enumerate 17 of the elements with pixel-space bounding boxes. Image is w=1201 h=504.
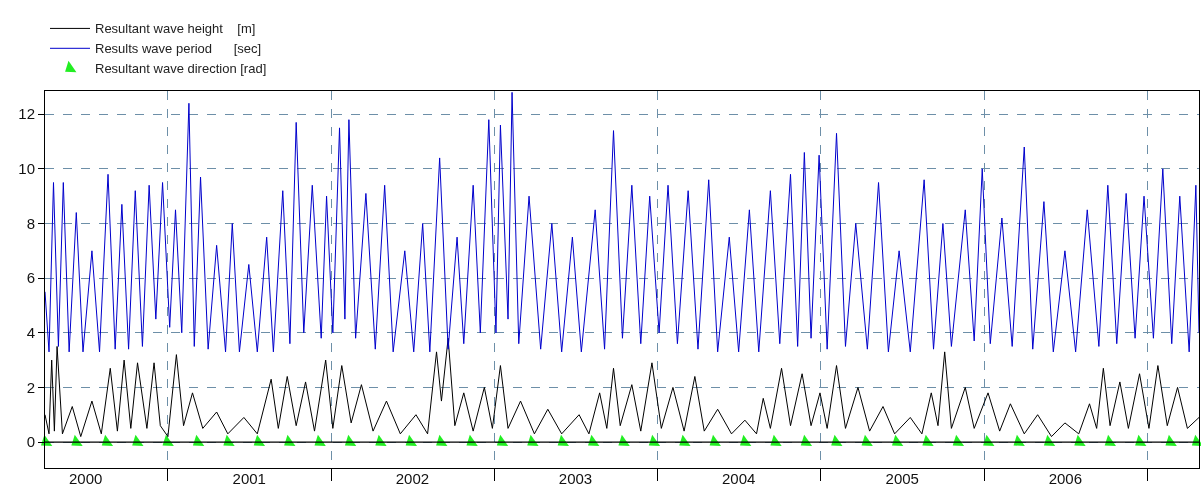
y-tick-label: 2 (26, 378, 35, 396)
y-tick-label: 0 (26, 433, 35, 451)
y-tick-label: 10 (18, 160, 35, 178)
x-tick-label: 2001 (232, 470, 266, 487)
x-tick-label: 2002 (395, 470, 430, 487)
x-tick-label: 2003 (558, 470, 593, 487)
y-tick-label: 4 (26, 324, 35, 342)
legend-label: Results wave period [sec] (95, 41, 262, 57)
y-tick-label: 12 (18, 105, 35, 123)
x-tick-label: 2005 (885, 470, 919, 487)
y-tick-label: 6 (26, 269, 35, 287)
x-tick-label: 2004 (721, 470, 756, 487)
legend-label: Resultant wave direction [rad] (95, 61, 267, 77)
legend-label: Resultant wave height [m] (95, 21, 256, 37)
y-tick-label: 8 (26, 214, 35, 232)
x-tick-label: 2006 (1048, 470, 1083, 487)
x-tick-label: 2000 (68, 470, 103, 487)
